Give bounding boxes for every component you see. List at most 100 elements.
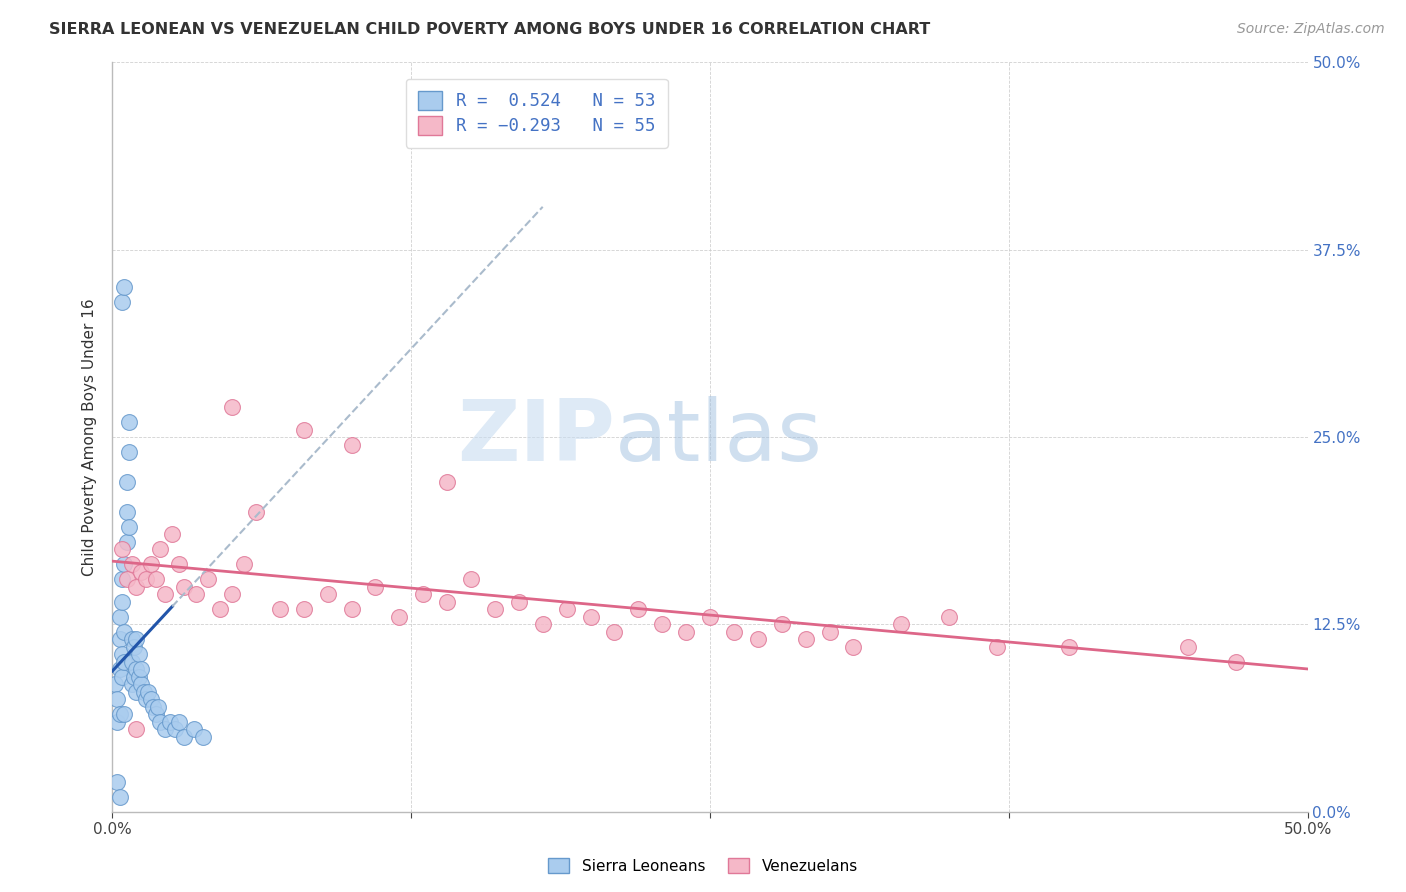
Point (142, 699, 165, 714)
Point (114, 707, 135, 722)
Point (316, 587, 339, 601)
Text: atlas: atlas (614, 395, 823, 479)
Point (186, 587, 208, 601)
Point (173, 730, 195, 744)
Point (388, 610, 411, 624)
Point (111, 573, 134, 587)
Point (115, 505, 138, 519)
Point (118, 520, 141, 534)
Point (197, 573, 219, 587)
Point (436, 86, 458, 100)
Y-axis label: Child Poverty Among Boys Under 16: Child Poverty Among Boys Under 16 (82, 298, 97, 576)
Point (183, 723, 205, 737)
Point (555, 602, 578, 616)
Point (128, 670, 150, 684)
Point (122, 670, 145, 684)
Point (132, 685, 155, 699)
Point (412, 587, 434, 601)
Point (221, 587, 243, 601)
Point (579, 610, 602, 624)
Point (675, 624, 697, 639)
Point (121, 655, 143, 669)
Point (699, 610, 721, 624)
Point (460, 573, 482, 587)
Point (118, 445, 141, 459)
Point (115, 475, 138, 489)
Point (111, 670, 134, 684)
Point (169, 558, 191, 572)
Point (121, 632, 143, 647)
Point (436, 475, 458, 489)
Point (233, 558, 256, 572)
Point (135, 573, 157, 587)
Point (292, 423, 315, 437)
Point (125, 632, 148, 647)
Point (114, 558, 135, 572)
Point (111, 648, 134, 662)
Point (938, 610, 960, 624)
Point (173, 580, 195, 594)
Point (128, 648, 150, 662)
Point (108, 632, 131, 647)
Point (121, 558, 143, 572)
Point (627, 602, 650, 616)
Point (108, 610, 131, 624)
Point (531, 617, 554, 632)
Point (770, 617, 793, 632)
Point (193, 730, 215, 744)
Text: SIERRA LEONEAN VS VENEZUELAN CHILD POVERTY AMONG BOYS UNDER 16 CORRELATION CHART: SIERRA LEONEAN VS VENEZUELAN CHILD POVER… (49, 22, 931, 37)
Point (104, 677, 127, 691)
Point (129, 565, 152, 579)
Point (603, 624, 626, 639)
Point (121, 677, 143, 691)
Point (139, 692, 162, 706)
Point (153, 587, 176, 601)
Point (149, 542, 172, 557)
Point (105, 774, 128, 789)
Point (1177, 640, 1199, 654)
Point (292, 602, 315, 616)
Point (135, 692, 157, 706)
Point (842, 640, 865, 654)
Point (364, 580, 387, 594)
Point (153, 723, 176, 737)
Point (651, 617, 673, 632)
Point (138, 685, 160, 699)
Point (747, 632, 769, 647)
Point (122, 640, 145, 654)
Point (111, 595, 134, 609)
Point (245, 505, 267, 519)
Point (436, 595, 458, 609)
Point (162, 527, 183, 541)
Point (145, 573, 167, 587)
Point (125, 723, 148, 737)
Point (108, 662, 131, 676)
Point (269, 602, 291, 616)
Point (340, 602, 363, 616)
Point (105, 714, 128, 729)
Point (129, 662, 152, 676)
Point (108, 707, 131, 722)
Text: ZIP: ZIP (457, 395, 614, 479)
Point (508, 595, 530, 609)
Point (169, 714, 191, 729)
Legend: R =  0.524   N = 53, R = −0.293   N = 55: R = 0.524 N = 53, R = −0.293 N = 55 (406, 78, 668, 147)
Legend: Sierra Leoneans, Venezuelans: Sierra Leoneans, Venezuelans (541, 852, 865, 880)
Point (105, 692, 128, 706)
Point (125, 685, 148, 699)
Point (890, 617, 912, 632)
Point (986, 640, 1008, 654)
Point (114, 280, 135, 294)
Point (118, 415, 141, 429)
Point (1225, 655, 1247, 669)
Point (818, 624, 841, 639)
Point (149, 714, 172, 729)
Point (125, 662, 148, 676)
Point (340, 437, 363, 451)
Point (209, 602, 232, 616)
Point (115, 535, 138, 549)
Point (108, 789, 131, 804)
Text: Source: ZipAtlas.com: Source: ZipAtlas.com (1237, 22, 1385, 37)
Point (129, 677, 152, 691)
Point (146, 699, 169, 714)
